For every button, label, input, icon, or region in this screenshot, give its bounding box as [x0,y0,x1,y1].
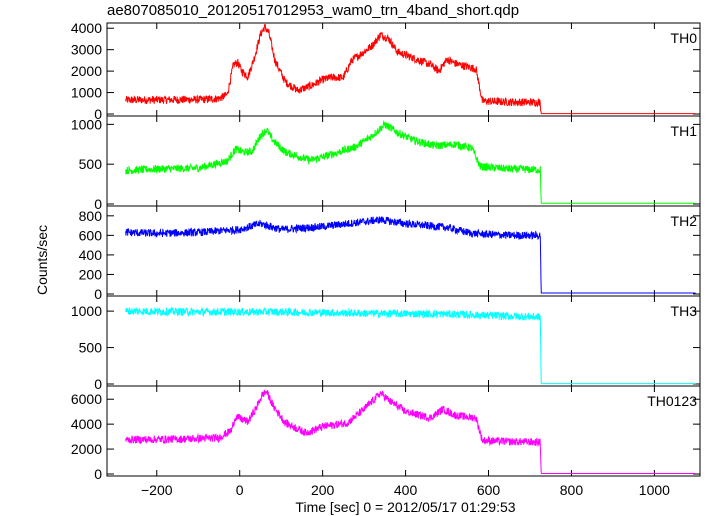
y-tick-label: 200 [79,266,103,282]
y-tick-label: 600 [79,227,103,243]
x-tick-label: 1000 [639,482,670,498]
chart-title: ae807085010_20120517012953_wam0_trn_4ban… [107,2,520,19]
panel-label-th3: TH3 [671,303,698,319]
y-tick-label: 400 [79,247,103,263]
y-tick-label: 0 [94,286,102,302]
y-tick-label: 2000 [71,63,102,79]
y-tick-label: 0 [94,106,102,122]
x-axis-label: Time [sec] 0 = 2012/05/17 01:29:53 [295,499,515,515]
y-tick-label: 6000 [71,391,102,407]
y-tick-label: 3000 [71,42,102,58]
panel-frame-th1 [106,115,701,207]
series-line-th1 [125,119,696,204]
panel-label-th1: TH1 [671,123,698,139]
x-tick-label: 800 [560,482,584,498]
panel-frame-th3 [106,295,701,387]
panel-label-th0: TH0 [671,30,698,46]
x-tick-label: 200 [311,482,335,498]
x-tick-label: 0 [236,482,244,498]
panel-label-th0123: TH0123 [647,393,697,409]
series-line-th3 [125,306,696,385]
y-tick-label: 0 [94,376,102,392]
y-tick-label: 0 [94,466,102,482]
y-tick-label: 1000 [71,85,102,101]
series-line-th0123 [125,389,696,474]
panel-frame-th2 [106,205,701,297]
y-tick-label: 4000 [71,416,102,432]
panel-frame-th0123 [106,385,701,477]
y-tick-label: 4000 [71,20,102,36]
y-tick-label: 800 [79,208,103,224]
x-tick-label: −200 [141,482,173,498]
y-tick-label: 500 [79,340,103,356]
y-tick-label: 1000 [71,116,102,132]
y-axis-label: Counts/sec [34,225,50,295]
y-tick-label: 2000 [71,441,102,457]
y-tick-label: 0 [94,196,102,212]
panel-label-th2: TH2 [671,213,698,229]
x-tick-label: 600 [477,482,501,498]
series-line-th2 [125,216,696,294]
y-tick-label: 500 [79,156,103,172]
y-tick-label: 1000 [71,303,102,319]
series-line-th0 [125,23,696,115]
x-tick-label: 400 [394,482,418,498]
